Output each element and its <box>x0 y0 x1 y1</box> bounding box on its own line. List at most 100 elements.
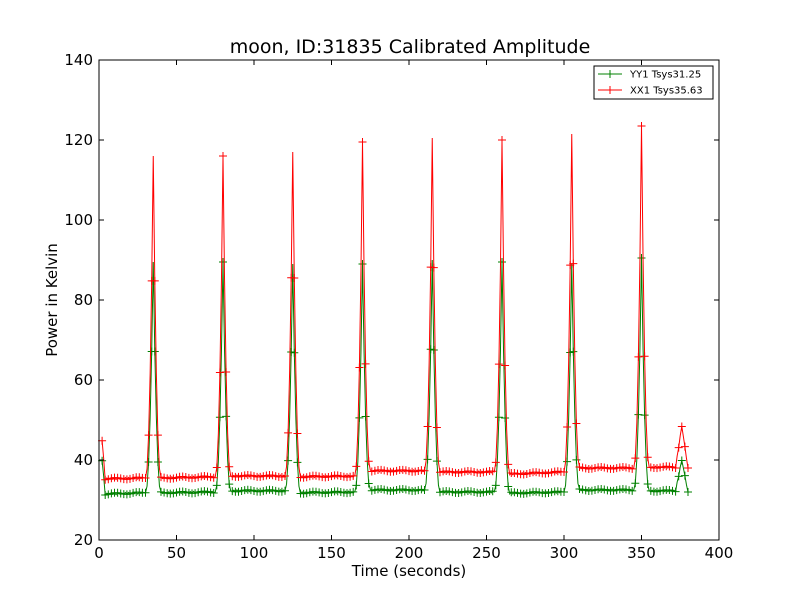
x-tick-label: 50 <box>167 544 186 562</box>
data-point <box>352 462 361 471</box>
data-point <box>209 488 218 497</box>
data-point <box>671 487 680 496</box>
data-point <box>150 276 159 285</box>
x-tick-label: 100 <box>240 544 269 562</box>
data-point <box>643 480 652 489</box>
series-line <box>101 125 689 482</box>
data-point <box>684 464 692 472</box>
data-point <box>488 467 497 476</box>
data-point <box>212 481 221 490</box>
data-point <box>141 474 150 482</box>
data-point <box>293 458 302 467</box>
data-point <box>628 464 637 473</box>
data-point <box>361 359 370 368</box>
data-point <box>494 413 503 422</box>
data-point <box>677 456 686 465</box>
x-tick-label: 200 <box>395 544 424 562</box>
data-point <box>560 468 568 476</box>
data-point <box>349 487 358 496</box>
data-point <box>504 460 513 469</box>
data-point <box>355 363 364 372</box>
series-line <box>101 257 689 497</box>
data-point <box>643 453 652 462</box>
y-tick-label: 100 <box>64 211 93 229</box>
data-point <box>215 368 224 377</box>
data-point <box>358 260 367 268</box>
data-point <box>429 263 438 272</box>
x-axis-label: Time (seconds) <box>351 562 467 580</box>
x-tick-label: 300 <box>550 544 579 562</box>
ticks-layer: 0 50 100 150 200 250 300 350 400 20 40 60 80 100 120 14… <box>64 51 733 562</box>
data-point <box>640 411 649 420</box>
data-point <box>364 457 373 466</box>
data-point <box>281 486 289 495</box>
x-tick-label: 0 <box>94 544 104 562</box>
data-point <box>569 259 578 268</box>
y-axis-label: Power in Kelvin <box>43 243 61 357</box>
data-point <box>212 463 221 472</box>
data-point <box>144 431 153 440</box>
data-point <box>640 352 649 361</box>
data-point <box>631 454 640 463</box>
data-point <box>504 482 513 491</box>
data-point <box>355 413 364 422</box>
y-tick-label: 80 <box>74 291 93 309</box>
data-point <box>290 274 299 283</box>
data-point <box>364 479 373 488</box>
data-point <box>150 347 159 356</box>
data-point <box>209 473 218 482</box>
x-tick-label: 150 <box>317 544 346 562</box>
data-point <box>290 348 299 357</box>
data-point <box>498 136 506 144</box>
data-point <box>432 423 441 432</box>
data-point <box>563 457 572 466</box>
data-point <box>423 422 432 431</box>
data-point <box>225 462 234 471</box>
legend-marker-xx1 <box>606 86 614 94</box>
data-point <box>215 413 224 422</box>
data-point <box>423 455 432 464</box>
data-point <box>680 442 689 451</box>
data-point <box>634 352 643 361</box>
data-point <box>219 258 227 266</box>
data-point <box>225 480 234 489</box>
chart-title: moon, ID:31835 Calibrated Amplitude <box>230 36 591 58</box>
data-point <box>494 360 503 369</box>
data-point <box>563 422 572 431</box>
data-point <box>572 455 581 464</box>
data-point <box>674 443 683 452</box>
data-point <box>569 347 578 356</box>
data-point <box>637 254 646 262</box>
data-point <box>420 466 429 475</box>
data-point <box>432 457 441 466</box>
data-point <box>671 463 680 472</box>
x-tick-label: 400 <box>705 544 734 562</box>
legend-box <box>593 65 714 100</box>
data-point <box>674 472 683 481</box>
data-point <box>680 471 689 480</box>
data-point <box>153 458 162 467</box>
legend-label-xx1: XX1 Tsys35.63 <box>630 86 703 97</box>
data-point <box>631 479 640 488</box>
data-point <box>361 412 370 421</box>
data-point <box>488 487 497 496</box>
y-tick-label: 60 <box>74 371 93 389</box>
series-layer <box>98 122 692 499</box>
y-tick-label: 20 <box>74 531 93 549</box>
data-point <box>284 428 293 437</box>
data-point <box>219 152 227 160</box>
data-point <box>144 458 153 467</box>
series-1 <box>98 122 692 484</box>
data-point <box>293 429 302 438</box>
data-point <box>501 414 510 423</box>
data-point <box>560 488 568 496</box>
legend: YY1 Tsys31.25 XX1 Tsys35.63 <box>593 65 714 100</box>
legend-marker-yy1 <box>606 70 614 78</box>
data-point <box>634 410 643 419</box>
data-point <box>628 486 637 495</box>
data-point <box>358 138 367 146</box>
data-point <box>284 456 293 465</box>
y-tick-label: 120 <box>64 131 93 149</box>
data-point <box>222 367 231 376</box>
